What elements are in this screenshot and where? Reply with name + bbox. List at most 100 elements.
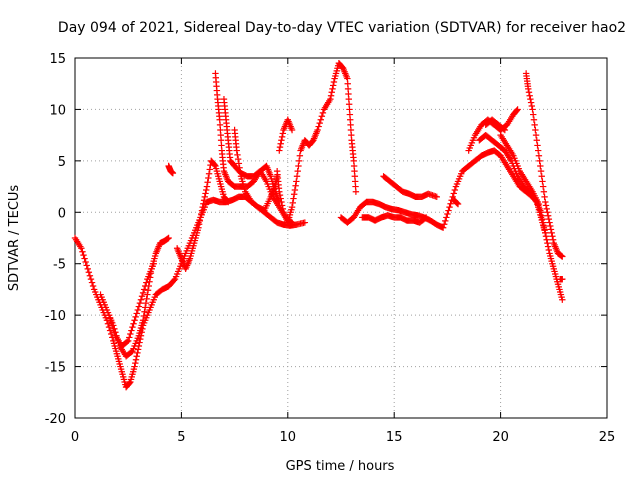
data-point bbox=[128, 348, 135, 356]
data-point bbox=[196, 217, 204, 225]
data-point bbox=[421, 215, 429, 222]
data-point bbox=[454, 200, 461, 207]
data-point bbox=[541, 193, 548, 201]
data-point bbox=[527, 95, 534, 103]
data-point bbox=[559, 253, 566, 260]
data-point bbox=[138, 293, 146, 300]
data-point bbox=[89, 282, 97, 290]
data-point bbox=[528, 102, 536, 110]
data-point bbox=[442, 217, 449, 225]
data-point bbox=[328, 89, 335, 96]
data-point bbox=[534, 142, 541, 149]
data-point bbox=[433, 193, 440, 201]
data-point bbox=[544, 243, 552, 250]
data-point bbox=[538, 173, 545, 180]
data-point bbox=[134, 349, 141, 357]
data-point bbox=[443, 214, 450, 221]
data-point bbox=[205, 174, 212, 182]
data-point bbox=[292, 182, 299, 189]
data-point bbox=[532, 131, 540, 139]
data-point bbox=[559, 275, 566, 283]
data-point bbox=[441, 221, 448, 228]
data-point bbox=[315, 123, 322, 130]
data-point bbox=[195, 221, 203, 228]
x-tick-label: 15 bbox=[386, 430, 403, 445]
data-point bbox=[279, 205, 287, 213]
data-point bbox=[543, 236, 550, 243]
series-track-k bbox=[337, 147, 566, 303]
series-track-b bbox=[97, 234, 172, 360]
data-point bbox=[559, 296, 566, 303]
data-point bbox=[136, 299, 144, 307]
data-point bbox=[203, 186, 210, 194]
data-point bbox=[144, 287, 152, 294]
data-point bbox=[237, 168, 244, 176]
data-point bbox=[234, 155, 242, 163]
data-point bbox=[198, 210, 205, 218]
data-point bbox=[126, 379, 133, 387]
series-track-q bbox=[522, 70, 566, 260]
data-point bbox=[453, 199, 460, 206]
data-point bbox=[203, 183, 211, 190]
data-point bbox=[200, 200, 207, 207]
series-track-h bbox=[231, 126, 281, 214]
data-point bbox=[439, 224, 447, 231]
tick-labels: 0 5 10 15 20 25 -20 -15 -10 -5 0 5 10 15 bbox=[45, 52, 616, 445]
data-point bbox=[316, 119, 323, 127]
data-point bbox=[276, 188, 283, 195]
data-point bbox=[276, 143, 284, 151]
data-point bbox=[289, 199, 296, 207]
data-point bbox=[129, 323, 136, 331]
data-point bbox=[125, 337, 132, 345]
data-point bbox=[547, 222, 554, 230]
data-point bbox=[276, 191, 284, 199]
data-point bbox=[544, 209, 551, 216]
data-point bbox=[514, 106, 521, 113]
data-point bbox=[142, 299, 150, 307]
data-point bbox=[150, 260, 157, 267]
data-point bbox=[211, 161, 218, 169]
data-point bbox=[539, 183, 547, 190]
data-point bbox=[278, 198, 285, 206]
data-point bbox=[140, 286, 148, 293]
data-point bbox=[545, 246, 553, 254]
data-point bbox=[132, 313, 139, 321]
data-point bbox=[140, 312, 148, 320]
data-point bbox=[144, 291, 151, 298]
data-point bbox=[317, 116, 324, 123]
grid-layer bbox=[75, 58, 607, 418]
data-point bbox=[278, 202, 286, 209]
data-point bbox=[204, 179, 211, 186]
series-track-e bbox=[173, 157, 232, 273]
data-point bbox=[295, 162, 302, 170]
data-point bbox=[530, 116, 538, 123]
data-point bbox=[276, 147, 283, 154]
data-point bbox=[111, 329, 118, 336]
data-point bbox=[134, 346, 142, 353]
data-point bbox=[535, 200, 543, 208]
data-point bbox=[446, 203, 453, 211]
data-point bbox=[236, 164, 243, 171]
data-point bbox=[169, 170, 177, 177]
data-point bbox=[233, 147, 240, 154]
data-point bbox=[132, 359, 139, 367]
data-point bbox=[294, 167, 301, 175]
data-point bbox=[542, 233, 550, 240]
data-point bbox=[135, 303, 143, 310]
data-point bbox=[549, 233, 556, 240]
data-point bbox=[422, 214, 430, 221]
data-point bbox=[132, 356, 140, 363]
series-track-n bbox=[450, 196, 462, 208]
data-point bbox=[142, 282, 149, 290]
x-tick-label: 5 bbox=[177, 430, 185, 445]
data-point bbox=[526, 92, 533, 99]
series-track-m bbox=[380, 173, 440, 201]
data-point bbox=[82, 258, 89, 266]
data-point bbox=[532, 126, 539, 134]
data-point bbox=[80, 251, 87, 259]
data-point bbox=[88, 279, 96, 286]
data-point bbox=[293, 178, 300, 185]
data-points bbox=[71, 59, 566, 391]
data-point bbox=[544, 212, 552, 219]
